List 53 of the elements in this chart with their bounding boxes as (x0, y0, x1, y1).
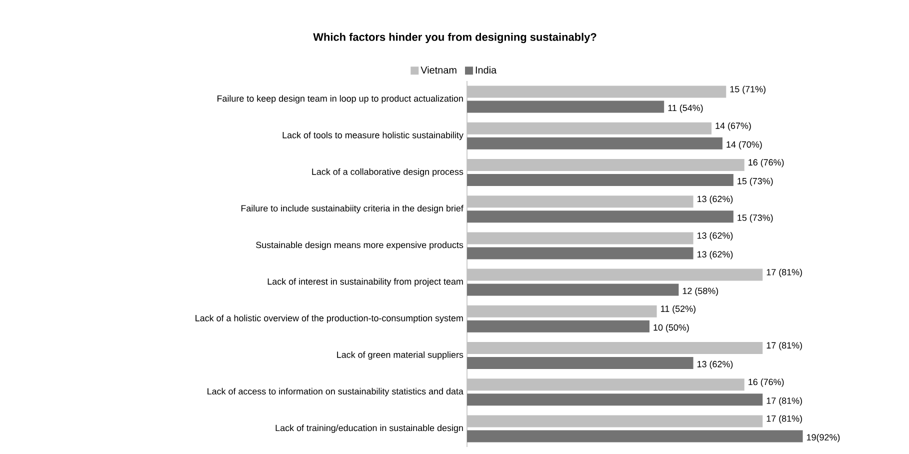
data-label: 19(92%) (806, 434, 840, 442)
y-tick-label: Lack of training/education in sustainable design (276, 424, 463, 433)
data-label: 10 (50%) (654, 324, 689, 332)
legend-label: Vietnam (420, 66, 456, 74)
data-label: 16 (76%) (748, 158, 784, 168)
bar (467, 415, 763, 428)
y-tick-label: Lack of interest in sustainability from project team (268, 278, 463, 286)
y-tick-label: Failure to include sustainabiity criteria in the design brief (241, 204, 464, 214)
data-label: 11 (52%) (660, 305, 696, 314)
y-tick-label: Sustainable design means more expensive products (256, 242, 464, 250)
bar (467, 247, 694, 260)
bar (467, 357, 694, 370)
bar (467, 100, 664, 113)
data-label: 15 (71%) (730, 86, 766, 94)
data-label: 13 (62%) (697, 232, 733, 241)
data-label: 15 (73%) (738, 214, 773, 223)
bar (467, 137, 722, 150)
y-tick-label: Lack of green material suppliers (337, 351, 464, 360)
bar (467, 342, 763, 354)
bar (467, 284, 679, 296)
y-tick-label: Lack of access to information on sustainability statistics and data (208, 388, 464, 396)
data-label: 14 (70%) (726, 141, 762, 150)
data-label: 15 (73%) (738, 178, 773, 186)
y-tick-label: Lack of a holistic overview of the production-to-consumption system (196, 314, 463, 324)
bar (467, 320, 650, 332)
bar (467, 394, 763, 406)
data-label: 11 (54%) (668, 104, 703, 113)
data-label: 13 (62%) (697, 360, 733, 370)
y-tick-label: Lack of a collaborative design process (312, 168, 464, 177)
y-tick-label: Failure to keep design team in loop up to product actualization (217, 95, 463, 104)
bar (467, 122, 712, 134)
bar (467, 232, 694, 244)
bar (467, 210, 734, 223)
bar (467, 430, 803, 442)
data-label: 12 (58%) (682, 288, 718, 296)
bar (467, 174, 734, 186)
data-label: 16 (76%) (748, 378, 784, 387)
bar (467, 305, 657, 318)
data-label: 17 (81%) (766, 397, 802, 406)
y-tick-label: Lack of tools to measure holistic sustainability (282, 132, 464, 140)
bar (467, 268, 763, 281)
data-label: 14 (67%) (716, 122, 751, 131)
bar (467, 378, 744, 391)
legend-label: India (476, 66, 497, 74)
data-label: 17 (81%) (766, 268, 802, 278)
data-label: 13 (62%) (697, 196, 733, 204)
data-label: 13 (62%) (697, 250, 733, 260)
data-label: 17 (81%) (766, 342, 802, 350)
data-label: 17 (81%) (766, 415, 802, 424)
bar (467, 86, 726, 98)
bar (467, 196, 694, 208)
chart-title: Which factors hinder you from designing sustainably? (313, 32, 596, 44)
bar (467, 159, 744, 172)
